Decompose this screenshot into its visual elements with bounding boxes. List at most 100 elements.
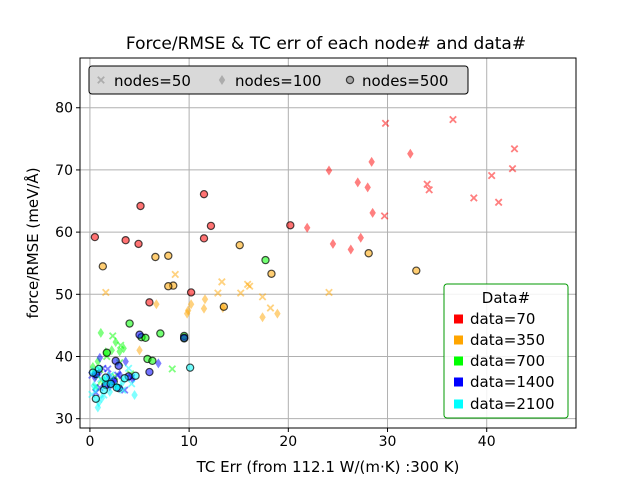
color-legend-swatch-data-350	[454, 335, 463, 345]
point-data-700-nodes-500	[261, 255, 270, 265]
point-data-350-nodes-500	[98, 262, 108, 271]
x-tick-label: 0	[85, 434, 94, 450]
point-data-350-nodes-50	[266, 304, 275, 312]
point-data-70-nodes-100	[364, 182, 371, 193]
y-tick-label: 70	[55, 163, 73, 179]
point-data-350-nodes-50	[325, 288, 333, 297]
point-data-2100-nodes-500	[91, 394, 101, 403]
point-data-2100-nodes-500	[88, 368, 98, 377]
point-data-350-nodes-50	[236, 289, 245, 297]
point-data-350-nodes-500	[164, 282, 173, 291]
color-legend-swatch-data-700	[454, 356, 463, 366]
point-data-70-nodes-100	[357, 232, 364, 243]
y-tick-label: 60	[55, 225, 73, 241]
point-data-70-nodes-100	[325, 165, 333, 176]
point-data-700-nodes-50	[108, 332, 117, 340]
marker-legend-symbol-nodes-50	[97, 76, 105, 84]
point-data-1400-nodes-500	[179, 333, 189, 343]
point-data-350-nodes-50	[214, 289, 222, 297]
point-data-2100-nodes-500	[94, 364, 104, 374]
point-data-2100-nodes-50	[127, 380, 136, 388]
point-data-70-nodes-100	[407, 148, 414, 159]
point-data-700-nodes-100	[108, 345, 115, 356]
data-points	[88, 115, 519, 413]
marker-legend-label-nodes-500: nodes=500	[362, 72, 448, 90]
marker-legend-marks	[97, 75, 355, 85]
point-data-1400-nodes-500	[135, 330, 144, 339]
point-data-350-nodes-500	[235, 240, 244, 250]
point-data-700-nodes-100	[116, 346, 123, 357]
point-data-350-nodes-100	[153, 299, 160, 310]
point-data-2100-nodes-100	[106, 386, 113, 397]
point-data-70-nodes-500	[90, 232, 100, 242]
point-data-2100-nodes-100	[90, 380, 98, 391]
point-data-350-nodes-100	[183, 308, 191, 319]
point-data-700-nodes-500	[102, 348, 111, 357]
point-data-2100-nodes-500	[101, 373, 110, 382]
point-data-2100-nodes-100	[92, 383, 100, 394]
marker-legend-box	[88, 65, 469, 95]
point-data-350-nodes-100	[259, 312, 266, 323]
plot-frame	[79, 57, 577, 429]
color-legend-swatch-data-70	[454, 314, 463, 324]
point-data-350-nodes-500	[412, 266, 421, 275]
point-data-700-nodes-100	[120, 343, 127, 354]
point-data-70-nodes-500	[286, 221, 295, 230]
color-legend-label-data-2100: data=2100	[470, 395, 555, 413]
y-tick-label: 50	[55, 287, 73, 303]
point-data-700-nodes-500	[125, 319, 134, 328]
color-legend-swatch-data-2100	[454, 399, 463, 409]
point-data-70-nodes-50	[469, 194, 478, 202]
point-data-2100-nodes-500	[131, 371, 140, 380]
point-data-70-nodes-50	[508, 164, 517, 173]
point-data-1400-nodes-100	[122, 356, 129, 367]
y-tick-label: 80	[55, 101, 73, 117]
point-data-70-nodes-100	[347, 244, 355, 255]
x-tick-label: 40	[478, 434, 496, 450]
point-data-2100-nodes-100	[131, 390, 138, 401]
x-axis-label: TC Err (from 112.1 W/(m·K) :300 K)	[196, 458, 460, 476]
point-data-70-nodes-50	[449, 115, 457, 124]
point-data-2100-nodes-50	[124, 364, 133, 373]
point-data-700-nodes-100	[112, 337, 119, 348]
color-legend: Data# data=70 data=350 data=700 data=140…	[443, 283, 569, 419]
point-data-350-nodes-100	[200, 303, 208, 314]
point-data-2100-nodes-500	[120, 374, 129, 383]
point-data-700-nodes-50	[168, 365, 177, 373]
point-data-2100-nodes-100	[98, 393, 106, 404]
marker-legend-label-nodes-100: nodes=100	[235, 72, 321, 90]
y-tick-label: 30	[55, 412, 73, 428]
point-data-70-nodes-500	[206, 221, 216, 231]
point-data-70-nodes-500	[145, 298, 154, 307]
x-tick-label: 30	[379, 434, 397, 450]
point-data-2100-nodes-500	[99, 385, 109, 395]
marker-legend-symbol-nodes-500	[345, 75, 355, 85]
point-data-2100-nodes-500	[112, 383, 121, 392]
point-data-1400-nodes-500	[145, 367, 154, 377]
axis-ticks: 0 10 20 30 40 30 40 50 60 70 80	[55, 101, 495, 450]
point-data-1400-nodes-100	[155, 358, 162, 369]
point-data-70-nodes-50	[487, 171, 496, 180]
point-data-350-nodes-50	[258, 292, 267, 301]
point-data-350-nodes-500	[364, 249, 373, 258]
point-data-70-nodes-500	[186, 288, 196, 297]
point-data-350-nodes-50	[245, 282, 254, 291]
y-tick-label: 40	[55, 349, 73, 365]
point-data-700-nodes-100	[97, 327, 105, 338]
point-data-70-nodes-500	[134, 239, 143, 249]
color-legend-swatches	[454, 314, 463, 409]
point-data-1400-nodes-500	[114, 361, 123, 371]
point-data-70-nodes-500	[199, 234, 209, 243]
point-data-70-nodes-50	[423, 180, 432, 189]
y-axis-label: force/RMSE (meV/Å)	[23, 167, 42, 318]
point-data-70-nodes-50	[380, 212, 389, 220]
point-data-350-nodes-50	[218, 278, 226, 286]
point-data-350-nodes-50	[101, 288, 110, 297]
point-data-70-nodes-100	[329, 238, 337, 249]
point-data-350-nodes-50	[171, 270, 180, 279]
point-data-70-nodes-50	[381, 119, 390, 128]
x-tick-label: 20	[279, 434, 297, 450]
point-data-70-nodes-500	[199, 189, 209, 199]
point-data-70-nodes-100	[368, 156, 375, 167]
